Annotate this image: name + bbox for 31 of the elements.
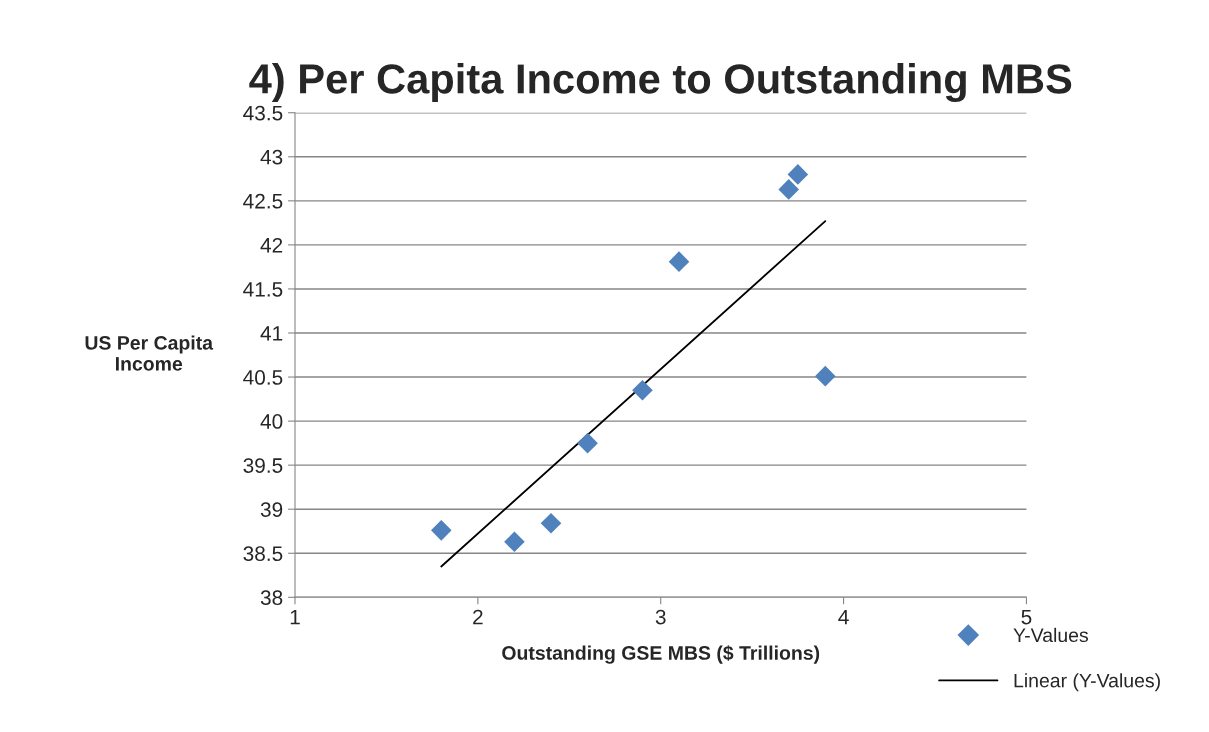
y-tick-label: 41.5 bbox=[243, 282, 283, 297]
x-tick-label: 4 bbox=[838, 609, 849, 625]
chart-title: 4) Per Capita Income to Outstanding MBS bbox=[249, 63, 1072, 103]
point bbox=[778, 179, 800, 200]
x-tick-label: 2 bbox=[473, 609, 483, 625]
y-tick-label: 39 bbox=[260, 502, 283, 517]
point bbox=[787, 164, 809, 185]
y-tick-label: 39.5 bbox=[243, 458, 283, 473]
point bbox=[814, 365, 836, 387]
y-tick-label: 40 bbox=[260, 414, 283, 429]
point bbox=[540, 513, 562, 534]
y-tick-label: 38.5 bbox=[243, 546, 283, 562]
y-tick-label: 40.5 bbox=[243, 370, 283, 385]
point bbox=[504, 531, 525, 553]
y-tick-label: 42.5 bbox=[243, 193, 283, 209]
point bbox=[430, 520, 452, 541]
x-axis-title: Outstanding GSE MBS ($ Trillions) bbox=[502, 645, 820, 664]
y-tick-label: 43.5 bbox=[243, 105, 283, 121]
point bbox=[577, 432, 598, 454]
legend-label: Linear (Y-Values) bbox=[1014, 673, 1160, 692]
x-tick-label: 5 bbox=[1021, 609, 1032, 625]
x-tick-label: 3 bbox=[655, 609, 666, 625]
y-axis-title: US Per Capita Income bbox=[85, 335, 214, 371]
y-tick-label: 42 bbox=[260, 237, 283, 253]
y-tick-label: 43 bbox=[260, 149, 283, 165]
point bbox=[668, 251, 690, 272]
legend-label: Y-Values bbox=[1013, 627, 1089, 643]
y-tick-label: 38 bbox=[260, 590, 283, 606]
y-tick-label: 41 bbox=[260, 326, 283, 341]
x-tick-label: 1 bbox=[290, 609, 300, 625]
point bbox=[632, 379, 653, 401]
